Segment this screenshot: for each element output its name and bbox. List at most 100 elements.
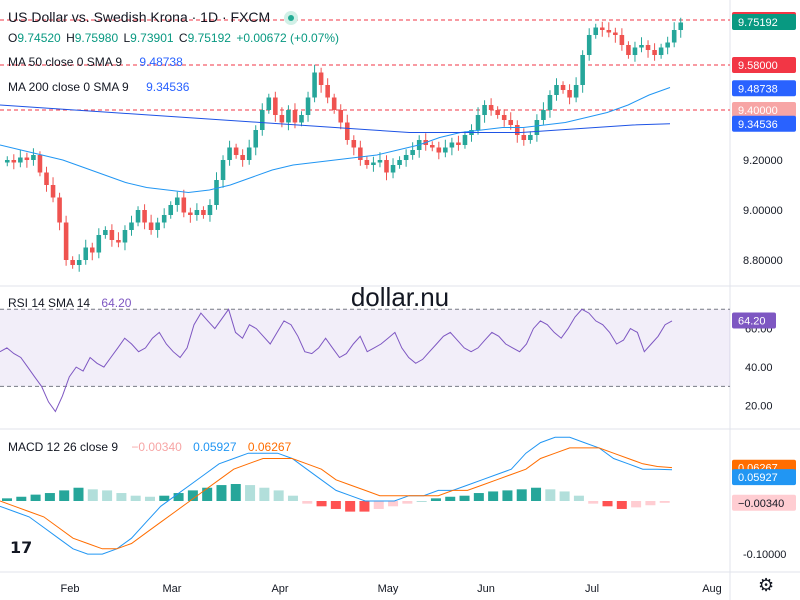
price-tag xyxy=(732,14,796,30)
rsi-line xyxy=(0,308,673,413)
candle-body xyxy=(76,260,82,265)
rsi-value-tag xyxy=(732,312,776,329)
candle-body xyxy=(384,160,389,173)
candle-body xyxy=(312,72,317,98)
tradingview-logo-icon[interactable]: 𝟭𝟳 xyxy=(10,540,33,557)
candle-body xyxy=(508,120,514,125)
macd-value-tag-label: 0.05927 xyxy=(738,472,778,484)
gear-icon[interactable]: ⚙ xyxy=(758,575,775,595)
candle-body xyxy=(142,210,147,223)
macd-hist-bar xyxy=(345,501,356,512)
candle-body xyxy=(436,147,442,153)
candle-body xyxy=(63,222,69,260)
change-value: +0.00672 (+0.07%) xyxy=(236,31,340,45)
candle-body xyxy=(560,85,566,90)
candle-body xyxy=(678,22,684,30)
macd-hist-bar xyxy=(588,501,599,504)
candle-body xyxy=(371,162,376,165)
time-axis-tick: Feb xyxy=(61,583,80,595)
candle-body xyxy=(96,235,102,253)
candle-body xyxy=(377,160,383,163)
candle-body xyxy=(135,210,141,223)
price-tag-label: 9.40000 xyxy=(738,105,778,117)
symbol-title[interactable]: US Dollar vs. Swedish Krona · 1D · FXCM xyxy=(8,9,271,25)
rsi-legend[interactable]: RSI 14 SMA 14 64.20 xyxy=(8,296,131,310)
macd-hist-bar xyxy=(287,495,298,501)
candle-body xyxy=(273,97,278,115)
candle-body xyxy=(286,110,291,123)
low-label: L xyxy=(123,31,131,45)
candle-body xyxy=(161,215,167,223)
price-tag-label: 9.58000 xyxy=(738,60,778,72)
macd-legend[interactable]: MACD 12 26 close 9 −0.00340 0.05927 0.06… xyxy=(8,440,291,454)
candle-body xyxy=(397,160,402,165)
candle-body xyxy=(325,85,330,98)
price-tag xyxy=(732,115,796,132)
candle-body xyxy=(24,157,30,160)
candle-body xyxy=(194,210,200,215)
candle-body xyxy=(122,230,128,243)
candle-body xyxy=(266,97,272,110)
ma50-legend-label: MA 50 close 0 SMA 9 xyxy=(8,55,123,69)
candle-body xyxy=(188,212,193,215)
candle-body xyxy=(292,110,298,123)
macd-value-tag-label: −0.00340 xyxy=(738,498,784,510)
time-axis-tick: Mar xyxy=(163,583,182,595)
watermark: dollar.nu xyxy=(350,282,450,312)
candle-body xyxy=(593,27,599,35)
candle-body xyxy=(116,240,121,243)
low-value: 9.73901 xyxy=(130,31,174,45)
candle-body xyxy=(364,160,370,165)
candle-body xyxy=(488,105,494,110)
candle-body xyxy=(50,185,56,198)
ma200-legend[interactable]: MA 200 close 0 SMA 9 9.34536 xyxy=(8,80,189,94)
candle-body xyxy=(521,135,527,140)
price-tag-label: 9.34536 xyxy=(738,119,778,131)
ma50-legend[interactable]: MA 50 close 0 SMA 9 9.48738 xyxy=(8,55,183,69)
macd-hist-bar xyxy=(573,495,584,501)
candle-body xyxy=(240,155,245,160)
price-axis-tick: 9.00000 xyxy=(743,205,783,217)
candle-body xyxy=(528,135,533,140)
candle-body xyxy=(57,197,62,223)
macd-hist-bar xyxy=(173,493,184,501)
candle-body xyxy=(495,110,500,115)
rsi-legend-label: RSI 14 SMA 14 xyxy=(8,296,91,310)
candle-body xyxy=(358,147,363,160)
candle-body xyxy=(227,147,232,160)
price-tag xyxy=(732,102,796,118)
close-value: 9.75192 xyxy=(187,31,231,45)
symbol-title-row[interactable]: US Dollar vs. Swedish Krona · 1D · FXCM xyxy=(8,9,299,26)
candle-body xyxy=(599,27,605,30)
candle-body xyxy=(456,142,461,145)
candle-body xyxy=(155,222,160,230)
macd-hist-bar xyxy=(202,487,213,501)
macd-hist-bar xyxy=(73,487,84,501)
macd-hist-bar xyxy=(130,495,141,501)
macd-hist-bar xyxy=(459,495,470,501)
candle-body xyxy=(318,72,324,85)
candle-body xyxy=(31,155,36,160)
ma200-legend-label: MA 200 close 0 SMA 9 xyxy=(8,80,129,94)
macd-hist-bar xyxy=(616,501,627,509)
candle-body xyxy=(658,47,664,55)
close-label: C xyxy=(178,31,188,45)
time-axis-tick: Jul xyxy=(585,583,599,595)
candle-body xyxy=(305,97,311,115)
macd-hist-bar xyxy=(359,501,370,512)
candle-body xyxy=(148,222,154,230)
macd-hist-bar xyxy=(545,489,556,501)
price-axis-tick: 8.80000 xyxy=(743,255,783,267)
macd-value-tag xyxy=(732,494,796,511)
candle-body xyxy=(613,32,618,35)
macd-hist-bar xyxy=(316,501,327,507)
rsi-value-tag-label: 64.20 xyxy=(738,315,766,327)
candle-body xyxy=(253,130,259,148)
macd-hist-bar xyxy=(273,490,284,501)
candle-body xyxy=(168,205,174,215)
candle-body xyxy=(403,155,409,160)
candle-body xyxy=(331,97,337,110)
candle-body xyxy=(233,147,239,155)
candle-body xyxy=(541,110,546,120)
